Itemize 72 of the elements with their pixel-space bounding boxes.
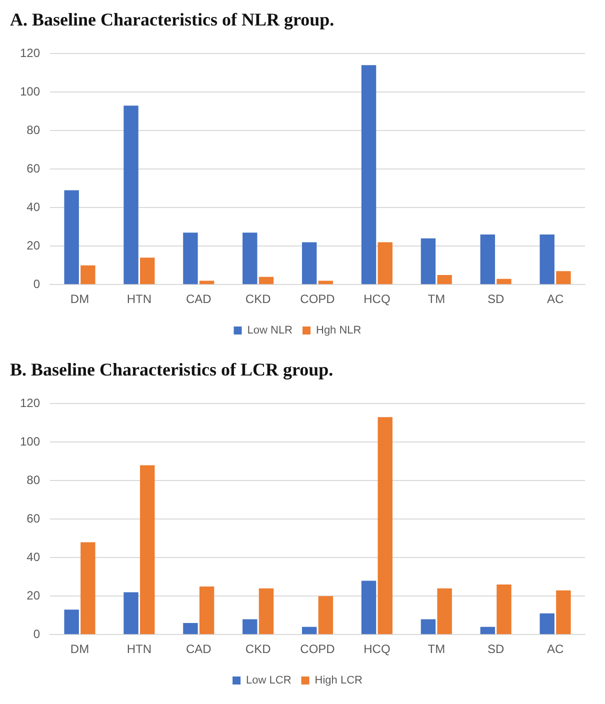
bar [183, 623, 198, 634]
bar [80, 265, 96, 284]
legend-label: High LCR [314, 674, 363, 687]
x-tick-label: TM [428, 292, 446, 306]
x-tick-label: HCQ [364, 292, 390, 306]
x-tick-label: TM [428, 642, 446, 656]
bar [361, 580, 376, 634]
x-tick-label: AC [546, 642, 564, 656]
y-tick-label: 60 [26, 511, 40, 526]
x-tick-label: CKD [245, 642, 272, 656]
x-tick-label: HTN [126, 292, 152, 306]
legend-label: Low NLR [247, 324, 293, 337]
bar [378, 417, 392, 634]
bar [318, 596, 334, 634]
x-tick-label: AC [546, 292, 564, 306]
bar [140, 258, 155, 284]
x-tick-label: COPD [300, 292, 336, 306]
bar [378, 242, 392, 284]
y-tick-label: 100 [20, 434, 40, 448]
bar [480, 626, 496, 634]
legend-label: Low LCR [246, 674, 292, 687]
bar [556, 590, 571, 634]
bar [124, 592, 138, 634]
x-tick-label: SD [488, 642, 505, 656]
y-tick-label: 40 [26, 550, 40, 564]
bar [199, 586, 214, 634]
y-tick-label: 80 [26, 122, 40, 137]
chart-title: B. Baseline Characteristics of LCR group. [10, 359, 334, 380]
bar [480, 234, 496, 284]
legend-label: Hgh NLR [316, 324, 362, 337]
bar [302, 626, 317, 634]
bar [258, 588, 274, 634]
y-tick-label: 40 [26, 200, 40, 214]
bar [420, 619, 436, 634]
y-tick-label: 100 [20, 84, 40, 98]
bar [183, 232, 198, 284]
x-tick-label: HCQ [364, 642, 390, 656]
chart-title: A. Baseline Characteristics of NLR group. [10, 9, 334, 30]
bar [64, 190, 79, 284]
bar [540, 234, 554, 284]
bar [556, 271, 571, 284]
y-tick-label: 0 [33, 626, 40, 641]
x-tick-label: CKD [245, 292, 272, 306]
bar [242, 232, 258, 284]
y-tick-label: 80 [26, 472, 40, 487]
y-tick-label: 0 [33, 276, 40, 291]
bar [140, 465, 155, 634]
bar [496, 278, 512, 284]
bar [124, 106, 138, 284]
x-tick-label: SD [488, 292, 505, 306]
x-tick-label: DM [70, 642, 90, 656]
x-tick-label: CAD [186, 642, 212, 656]
bar [80, 542, 96, 634]
y-tick-label: 120 [20, 46, 40, 60]
x-tick-label: DM [70, 292, 90, 306]
bar [437, 274, 452, 284]
x-tick-label: COPD [300, 642, 336, 656]
bar [361, 65, 376, 284]
bar [302, 242, 317, 284]
bar [540, 613, 554, 634]
x-tick-label: CAD [186, 292, 212, 306]
bar [437, 588, 452, 634]
y-tick-label: 20 [26, 588, 40, 602]
bar [420, 238, 436, 284]
bar [496, 584, 512, 634]
y-tick-label: 120 [20, 396, 40, 410]
x-tick-label: HTN [126, 642, 152, 656]
y-tick-label: 20 [26, 238, 40, 252]
bar [242, 619, 258, 634]
bar [64, 610, 79, 634]
bar [258, 276, 274, 284]
y-tick-label: 60 [26, 161, 40, 176]
